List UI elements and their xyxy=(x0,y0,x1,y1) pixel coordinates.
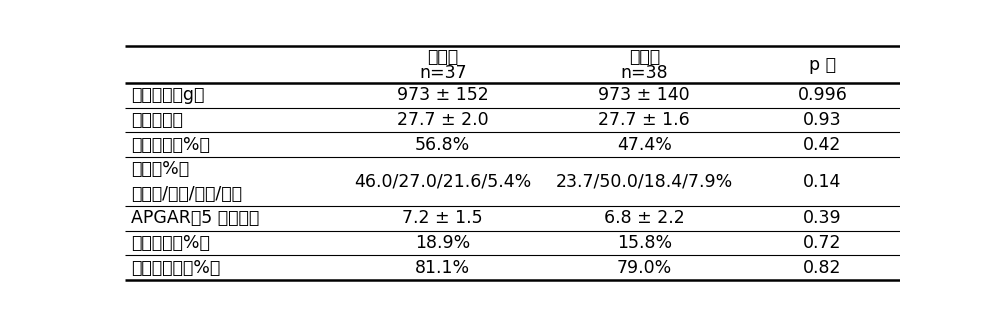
Text: 23.7/50.0/18.4/7.9%: 23.7/50.0/18.4/7.9% xyxy=(556,172,733,191)
Text: 性别（男性%）: 性别（男性%） xyxy=(131,136,210,154)
Text: 0.72: 0.72 xyxy=(803,234,842,252)
Text: 对照组: 对照组 xyxy=(427,47,458,66)
Text: 15.8%: 15.8% xyxy=(617,234,672,252)
Text: 出生体重（g）: 出生体重（g） xyxy=(131,87,205,104)
Text: 0.996: 0.996 xyxy=(798,87,847,104)
Text: 973 ± 152: 973 ± 152 xyxy=(397,87,489,104)
Text: 0.14: 0.14 xyxy=(803,172,842,191)
Text: APGAR（5 分钟时）: APGAR（5 分钟时） xyxy=(131,210,259,227)
Text: 0.39: 0.39 xyxy=(803,210,842,227)
Text: 46.0/27.0/21.6/5.4%: 46.0/27.0/21.6/5.4% xyxy=(354,172,531,191)
Text: 产前类固醇（%）: 产前类固醇（%） xyxy=(131,259,220,277)
Text: n=38: n=38 xyxy=(620,64,668,82)
Text: 6.8 ± 2.2: 6.8 ± 2.2 xyxy=(604,210,685,227)
Text: 0.82: 0.82 xyxy=(803,259,842,277)
Text: 7.2 ± 1.5: 7.2 ± 1.5 xyxy=(402,210,483,227)
Text: p 値: p 値 xyxy=(809,56,836,74)
Text: 拉美裔/黑人/白人/其它: 拉美裔/黑人/白人/其它 xyxy=(131,185,242,203)
Text: 47.4%: 47.4% xyxy=(617,136,672,154)
Text: 18.9%: 18.9% xyxy=(415,234,470,252)
Text: 973 ± 140: 973 ± 140 xyxy=(598,87,690,104)
Text: 人种（%）: 人种（%） xyxy=(131,160,189,178)
Text: 孕龄（周）: 孕龄（周） xyxy=(131,111,183,129)
Text: 0.42: 0.42 xyxy=(803,136,842,154)
Text: 机械通气（%）: 机械通气（%） xyxy=(131,234,210,252)
Text: 27.7 ± 1.6: 27.7 ± 1.6 xyxy=(598,111,690,129)
Text: 79.0%: 79.0% xyxy=(617,259,672,277)
Text: 27.7 ± 2.0: 27.7 ± 2.0 xyxy=(397,111,489,129)
Text: n=37: n=37 xyxy=(419,64,467,82)
Text: 乳膏组: 乳膏组 xyxy=(629,47,660,66)
Text: 81.1%: 81.1% xyxy=(415,259,470,277)
Text: 0.93: 0.93 xyxy=(803,111,842,129)
Text: 56.8%: 56.8% xyxy=(415,136,470,154)
